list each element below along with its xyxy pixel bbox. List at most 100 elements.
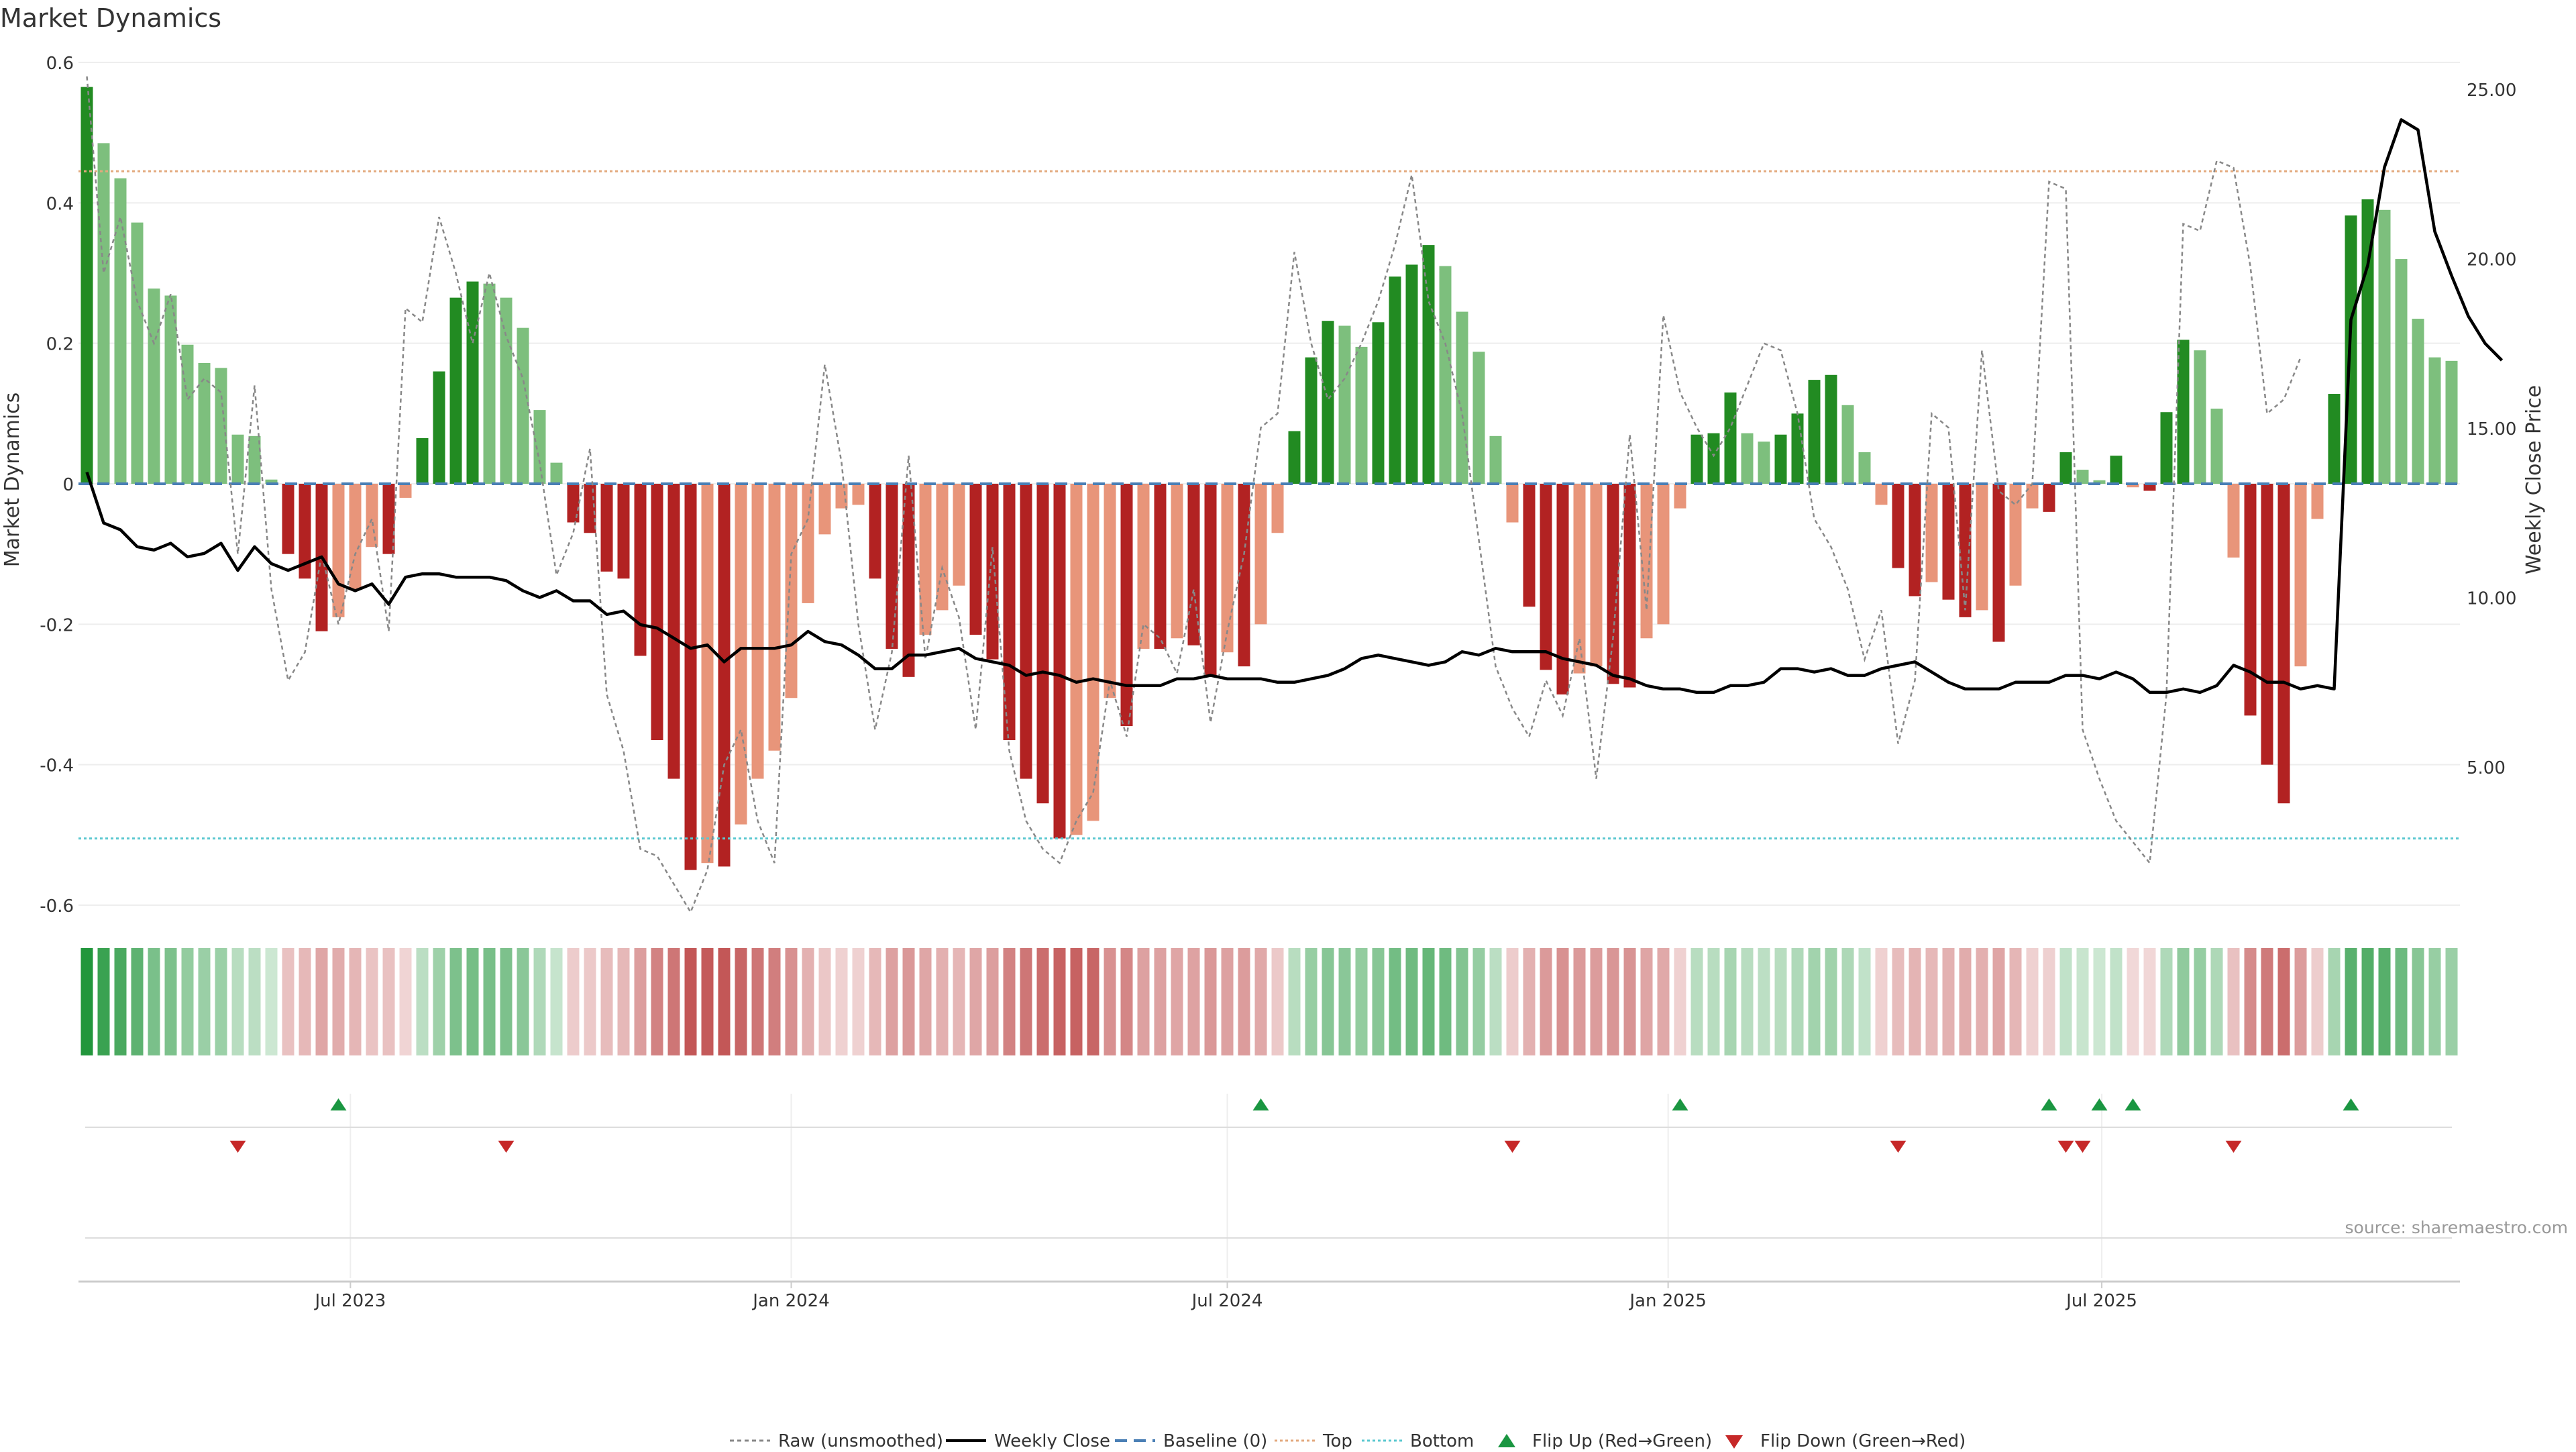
source-credit: source: sharemaestro.com	[2345, 1218, 2569, 1237]
regime-cell	[2311, 948, 2324, 1055]
y-tick-label: 0.6	[46, 54, 74, 74]
md-bar	[483, 283, 496, 484]
md-bar	[1707, 433, 1720, 484]
legend-baseline-label: Baseline (0)	[1163, 1431, 1267, 1449]
regime-cell	[2177, 948, 2190, 1055]
regime-cell	[1858, 948, 1871, 1055]
regime-cell	[2076, 948, 2089, 1055]
md-bar	[1976, 484, 1988, 611]
regime-cell	[1841, 948, 1854, 1055]
regime-cell	[332, 948, 345, 1055]
grid-layer	[78, 62, 2460, 1278]
md-bar	[1540, 484, 1552, 670]
md-bar	[818, 484, 831, 535]
regime-cell	[349, 948, 362, 1055]
regime-cell	[1741, 948, 1754, 1055]
md-bar	[2127, 484, 2139, 488]
regime-cell	[231, 948, 244, 1055]
flip-down-icon	[498, 1141, 515, 1153]
regime-cell	[1623, 948, 1636, 1055]
flip-up-icon	[2091, 1098, 2108, 1110]
md-bar	[416, 437, 429, 484]
regime-cell	[1154, 948, 1167, 1055]
regime-cell	[1456, 948, 1468, 1055]
flip-down-icon	[2074, 1141, 2091, 1153]
regime-cell	[919, 948, 932, 1055]
md-bar	[265, 479, 278, 484]
flip-up-icon	[1252, 1098, 1269, 1110]
flip-up-icon	[2041, 1098, 2057, 1110]
md-bar	[2110, 456, 2123, 484]
regime-cell	[2395, 948, 2408, 1055]
regime-cell	[953, 948, 965, 1055]
y2-tick-label: 5.00	[2467, 758, 2506, 778]
regime-cell	[1892, 948, 1904, 1055]
regime-cell	[215, 948, 227, 1055]
flip-up-icon	[2343, 1098, 2359, 1110]
md-bar	[2076, 470, 2089, 484]
md-bar	[1825, 374, 1837, 484]
flip-up-icon	[2125, 1098, 2141, 1110]
regime-cell	[2110, 948, 2123, 1055]
regime-cell	[483, 948, 496, 1055]
regime-cell	[684, 948, 697, 1055]
regime-cell	[1036, 948, 1049, 1055]
regime-cell	[768, 948, 781, 1055]
md-bar	[1271, 484, 1284, 533]
regime-cell	[1707, 948, 1720, 1055]
regime-cell	[2277, 948, 2290, 1055]
md-bar	[1422, 245, 1435, 484]
regime-cell	[902, 948, 915, 1055]
ticks-layer: 0.6 0.4 0.2 0 -0.2 -0.4 -0.6 25.00 20.00 15.00 10.…	[40, 54, 2516, 917]
md-bar	[1959, 484, 1972, 617]
md-bar	[1942, 484, 1955, 600]
md-bar	[600, 484, 613, 572]
y2-axis-label: Weekly Close Price	[2522, 385, 2546, 574]
regime-cell	[1137, 948, 1150, 1055]
regime-cell	[315, 948, 328, 1055]
regime-cell	[248, 948, 261, 1055]
regime-cell	[114, 948, 127, 1055]
md-bar	[2210, 409, 2223, 484]
md-bar	[1456, 311, 1468, 484]
regime-cell	[2361, 948, 2374, 1055]
legend-top-label: Top	[1322, 1431, 1352, 1449]
regime-cell	[1221, 948, 1234, 1055]
regime-cell	[1825, 948, 1837, 1055]
flip-down-icon	[1890, 1141, 1907, 1153]
md-bar	[1020, 484, 1032, 779]
regime-cell	[382, 948, 395, 1055]
md-bar	[1774, 434, 1787, 484]
regime-cell	[986, 948, 999, 1055]
y-tick-label: -0.4	[40, 756, 74, 776]
md-bar	[248, 435, 261, 484]
md-bar	[1690, 434, 1703, 484]
md-bar	[2143, 484, 2156, 491]
md-bar	[1489, 435, 1502, 484]
y-tick-label: 0.4	[46, 194, 74, 214]
md-bar	[2395, 259, 2408, 484]
regime-cell	[718, 948, 731, 1055]
md-bar	[550, 462, 563, 484]
regime-cell	[701, 948, 714, 1055]
regime-cell	[1472, 948, 1485, 1055]
regime-cell	[1405, 948, 1418, 1055]
md-bar	[1372, 322, 1385, 484]
regime-cell	[1909, 948, 1921, 1055]
regime-cell	[449, 948, 462, 1055]
y2-tick-label: 15.00	[2467, 419, 2516, 439]
md-bar	[2428, 357, 2441, 484]
md-bar	[667, 484, 680, 779]
md-bar	[1892, 484, 1904, 568]
md-bar	[902, 484, 915, 677]
regime-cell	[1758, 948, 1770, 1055]
md-bar	[181, 344, 194, 484]
md-bar	[1791, 413, 1804, 484]
regime-cell	[1171, 948, 1183, 1055]
md-bar	[2328, 394, 2341, 484]
regime-cell	[2227, 948, 2240, 1055]
md-bar	[1925, 484, 1938, 582]
md-bar	[2009, 484, 2022, 586]
regime-cell	[1875, 948, 1888, 1055]
